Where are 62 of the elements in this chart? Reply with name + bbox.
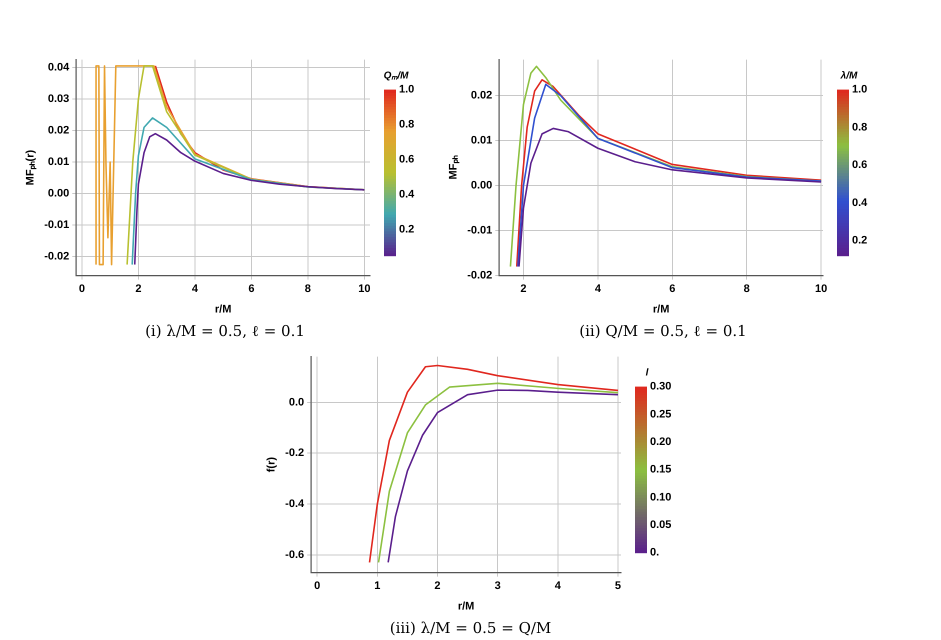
y-tick-label: -0.2 <box>284 447 304 460</box>
color-bar-label: 0.4 <box>399 188 416 200</box>
x-tick-label: 3 <box>494 580 500 592</box>
x-axis-title: r/M <box>457 600 474 612</box>
color-bar-title: Qₘ/M <box>384 70 410 82</box>
y-tick-label: 0.04 <box>48 62 70 74</box>
y-tick-label: -0.6 <box>284 548 304 561</box>
y-tick-label: 0.00 <box>470 180 492 192</box>
y-tick-label: -0.4 <box>284 498 305 510</box>
text: (i) λ/M = 0.5, ℓ = 0.1 <box>144 322 306 341</box>
y-tick-label: 0.02 <box>48 124 70 137</box>
y-tick-label: -0.01 <box>44 219 70 232</box>
y-axis-title: f(r) <box>265 456 278 472</box>
color-bar-label: 0.6 <box>399 154 414 166</box>
y-tick-label: 0.0 <box>288 396 304 408</box>
color-bar-label: 0.2 <box>852 234 868 247</box>
x-tick-label: 2 <box>520 283 527 296</box>
x-tick-label: 2 <box>135 283 142 296</box>
y-axis-title: MFₚₕ <box>448 154 460 180</box>
y-tick-label: 0.01 <box>470 134 492 147</box>
color-bar-label: 0.20 <box>650 436 671 448</box>
x-tick-label: 10 <box>358 283 370 296</box>
x-axis-title: r/M <box>652 303 670 316</box>
x-tick-label: 8 <box>744 283 750 296</box>
color-bar-label: 0.4 <box>852 196 868 209</box>
color-bar-label: 1.0 <box>399 84 414 96</box>
x-tick-label: 0 <box>314 580 320 592</box>
color-bar-label: 0.30 <box>650 380 671 393</box>
y-tick-label: 0.02 <box>470 90 492 102</box>
x-tick-label: 6 <box>669 283 676 296</box>
x-tick-label: 0 <box>78 283 85 296</box>
x-tick-label: 4 <box>192 283 199 296</box>
x-axis-title: r/M <box>214 303 232 316</box>
y-tick-label: -0.02 <box>44 250 70 263</box>
color-bar-label: 0.05 <box>650 518 671 531</box>
x-tick-label: 2 <box>434 580 440 592</box>
y-tick-label: 0.00 <box>48 188 70 200</box>
x-tick-label: 6 <box>248 283 254 296</box>
x-tick-label: 4 <box>594 283 602 296</box>
color-bar-label: 0.10 <box>650 491 671 504</box>
color-bar-label: 1.0 <box>852 84 868 96</box>
color-bar-label: 0.15 <box>650 464 671 476</box>
color-bar-label: 0.25 <box>650 408 671 420</box>
x-tick-label: 1 <box>374 580 380 592</box>
y-tick-label: -0.02 <box>467 270 492 282</box>
y-tick-label: 0.01 <box>48 156 70 168</box>
y-tick-label: 0.03 <box>48 93 70 106</box>
color-bar-label: 0.8 <box>852 121 868 134</box>
color-bar-label: 0. <box>650 546 659 559</box>
color-bar-title: λ/M <box>840 70 858 82</box>
x-tick-label: 5 <box>614 580 621 592</box>
x-tick-label: 10 <box>815 283 828 296</box>
color-bar-title: l <box>645 367 648 378</box>
x-tick-label: 8 <box>304 283 311 296</box>
x-tick-label: 4 <box>554 580 562 592</box>
color-bar-label: 0.6 <box>852 159 868 172</box>
color-bar-label: 0.2 <box>399 223 414 236</box>
y-tick-label: -0.01 <box>467 224 492 237</box>
y-axis-title: MFₚₕ(r) <box>24 150 37 186</box>
text: (ii) Q/M = 0.5, ℓ = 0.1 <box>578 322 748 341</box>
color-bar-label: 0.8 <box>399 118 414 131</box>
text: (iii) λ/M = 0.5 = Q/M <box>388 619 552 637</box>
